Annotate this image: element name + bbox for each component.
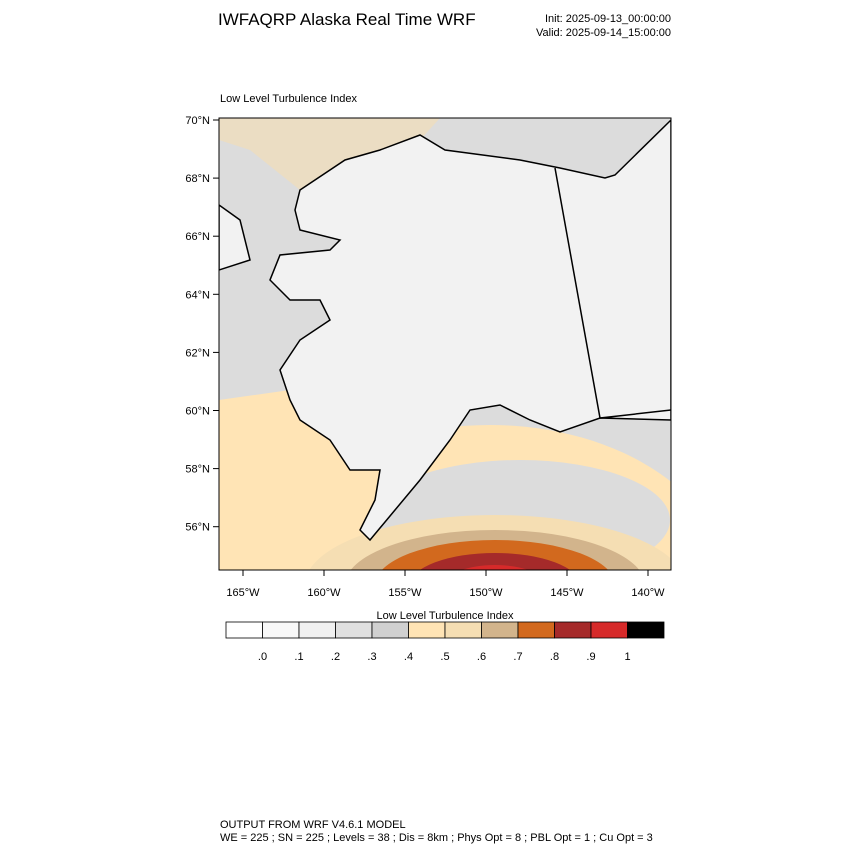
- colorbar-box: [335, 621, 373, 639]
- colorbar-label: 1: [624, 651, 630, 663]
- colorbar-box: [225, 621, 263, 639]
- colorbar-label: .4: [404, 651, 413, 663]
- map-frame: [218, 117, 672, 571]
- colorbar-box: [554, 621, 592, 639]
- colorbar-label: .2: [331, 651, 340, 663]
- footer-line: OUTPUT FROM WRF V4.6.1 MODEL: [220, 819, 406, 831]
- colorbar-box: [590, 621, 628, 639]
- lon-label: 140°W: [631, 587, 665, 599]
- lon-label: 165°W: [226, 587, 260, 599]
- lat-label: 68°N: [185, 173, 210, 185]
- colorbar-title: Low Level Turbulence Index: [377, 610, 514, 622]
- lat-label: 70°N: [185, 115, 210, 127]
- lat-label: 58°N: [185, 464, 210, 476]
- colorbar-label: .8: [550, 651, 559, 663]
- colorbar-label: .1: [294, 651, 303, 663]
- valid-time: Valid: 2025-09-14_15:00:00: [536, 27, 671, 39]
- footer-line: WE = 225 ; SN = 225 ; Levels = 38 ; Dis …: [220, 832, 653, 844]
- init-time: Init: 2025-09-13_00:00:00: [545, 13, 671, 25]
- map-label: Low Level Turbulence Index: [220, 93, 357, 105]
- lat-label: 64°N: [185, 289, 210, 301]
- colorbar-label: .9: [586, 651, 595, 663]
- colorbar-box: [262, 621, 300, 639]
- colorbar-box: [444, 621, 482, 639]
- colorbar: .0 .1 .2 .3 .4 .5 .6 .7 .8 .9 1: [225, 621, 665, 663]
- colorbar-box: [408, 621, 446, 639]
- colorbar-box: [517, 621, 555, 639]
- lat-label: 62°N: [185, 347, 210, 359]
- colorbar-label: .6: [477, 651, 486, 663]
- lat-label: 66°N: [185, 231, 210, 243]
- lon-label: 160°W: [307, 587, 341, 599]
- colorbar-label: .0: [258, 651, 267, 663]
- colorbar-box: [371, 621, 409, 639]
- colorbar-box: [481, 621, 519, 639]
- lat-label: 56°N: [185, 522, 210, 534]
- lon-label: 155°W: [388, 587, 422, 599]
- lat-label: 60°N: [185, 406, 210, 418]
- land: [269, 118, 671, 542]
- colorbar-box: [298, 621, 336, 639]
- lon-label: 145°W: [550, 587, 584, 599]
- lon-label: 150°W: [469, 587, 503, 599]
- arctic-patch: [219, 118, 440, 190]
- gulf-band: [461, 565, 529, 570]
- colorbar-label: .3: [367, 651, 376, 663]
- colorbar-label: .7: [513, 651, 522, 663]
- gulf-band: [419, 553, 571, 570]
- colorbar-label: .5: [440, 651, 449, 663]
- lat-labels: 70°N 68°N 66°N 64°N 62°N 60°N 58°N 56°N: [185, 115, 219, 534]
- border: [554, 167, 671, 419]
- colorbar-box: [627, 621, 665, 639]
- title: IWFAQRP Alaska Real Time WRF: [218, 10, 476, 29]
- map-field: [219, 118, 671, 570]
- land: [219, 204, 251, 271]
- lon-labels: 165°W 160°W 155°W 150°W 145°W 140°W: [226, 570, 665, 599]
